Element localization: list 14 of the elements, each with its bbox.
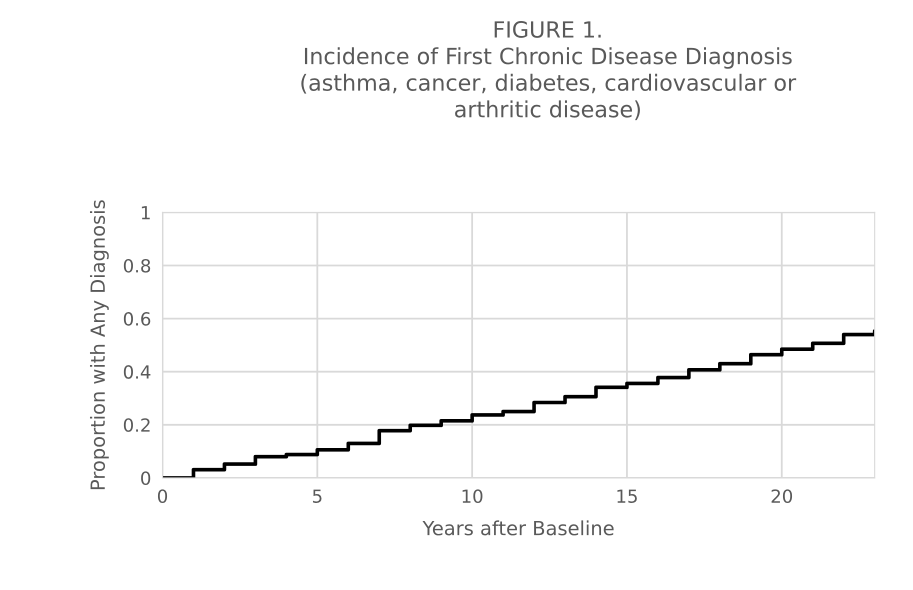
y-tick-label: 0.4 [124,365,150,379]
y-tick-label: 0.2 [124,418,150,432]
y-axis-title: Proportion with Any Diagnosis [90,200,109,490]
x-tick-label: 5 [312,490,322,503]
y-tick-label: 0.8 [124,258,150,273]
x-tick-label: 20 [772,489,792,503]
chart-title: FIGURE 1. Incidence of First Chronic Disease Diagnosis (asthma, cancer, diabetes, cardiovascular or arthritic disease) [301,21,796,120]
y-tick-label: 0.6 [124,312,150,326]
x-tick-label: 0 [158,489,168,503]
x-tick-label: 15 [617,490,637,503]
y-tick-label: 0 [141,471,150,486]
x-axis-title: Years after Baseline [422,520,614,536]
x-tick-label: 10 [462,489,482,503]
y-tick-label: 1 [142,206,150,220]
